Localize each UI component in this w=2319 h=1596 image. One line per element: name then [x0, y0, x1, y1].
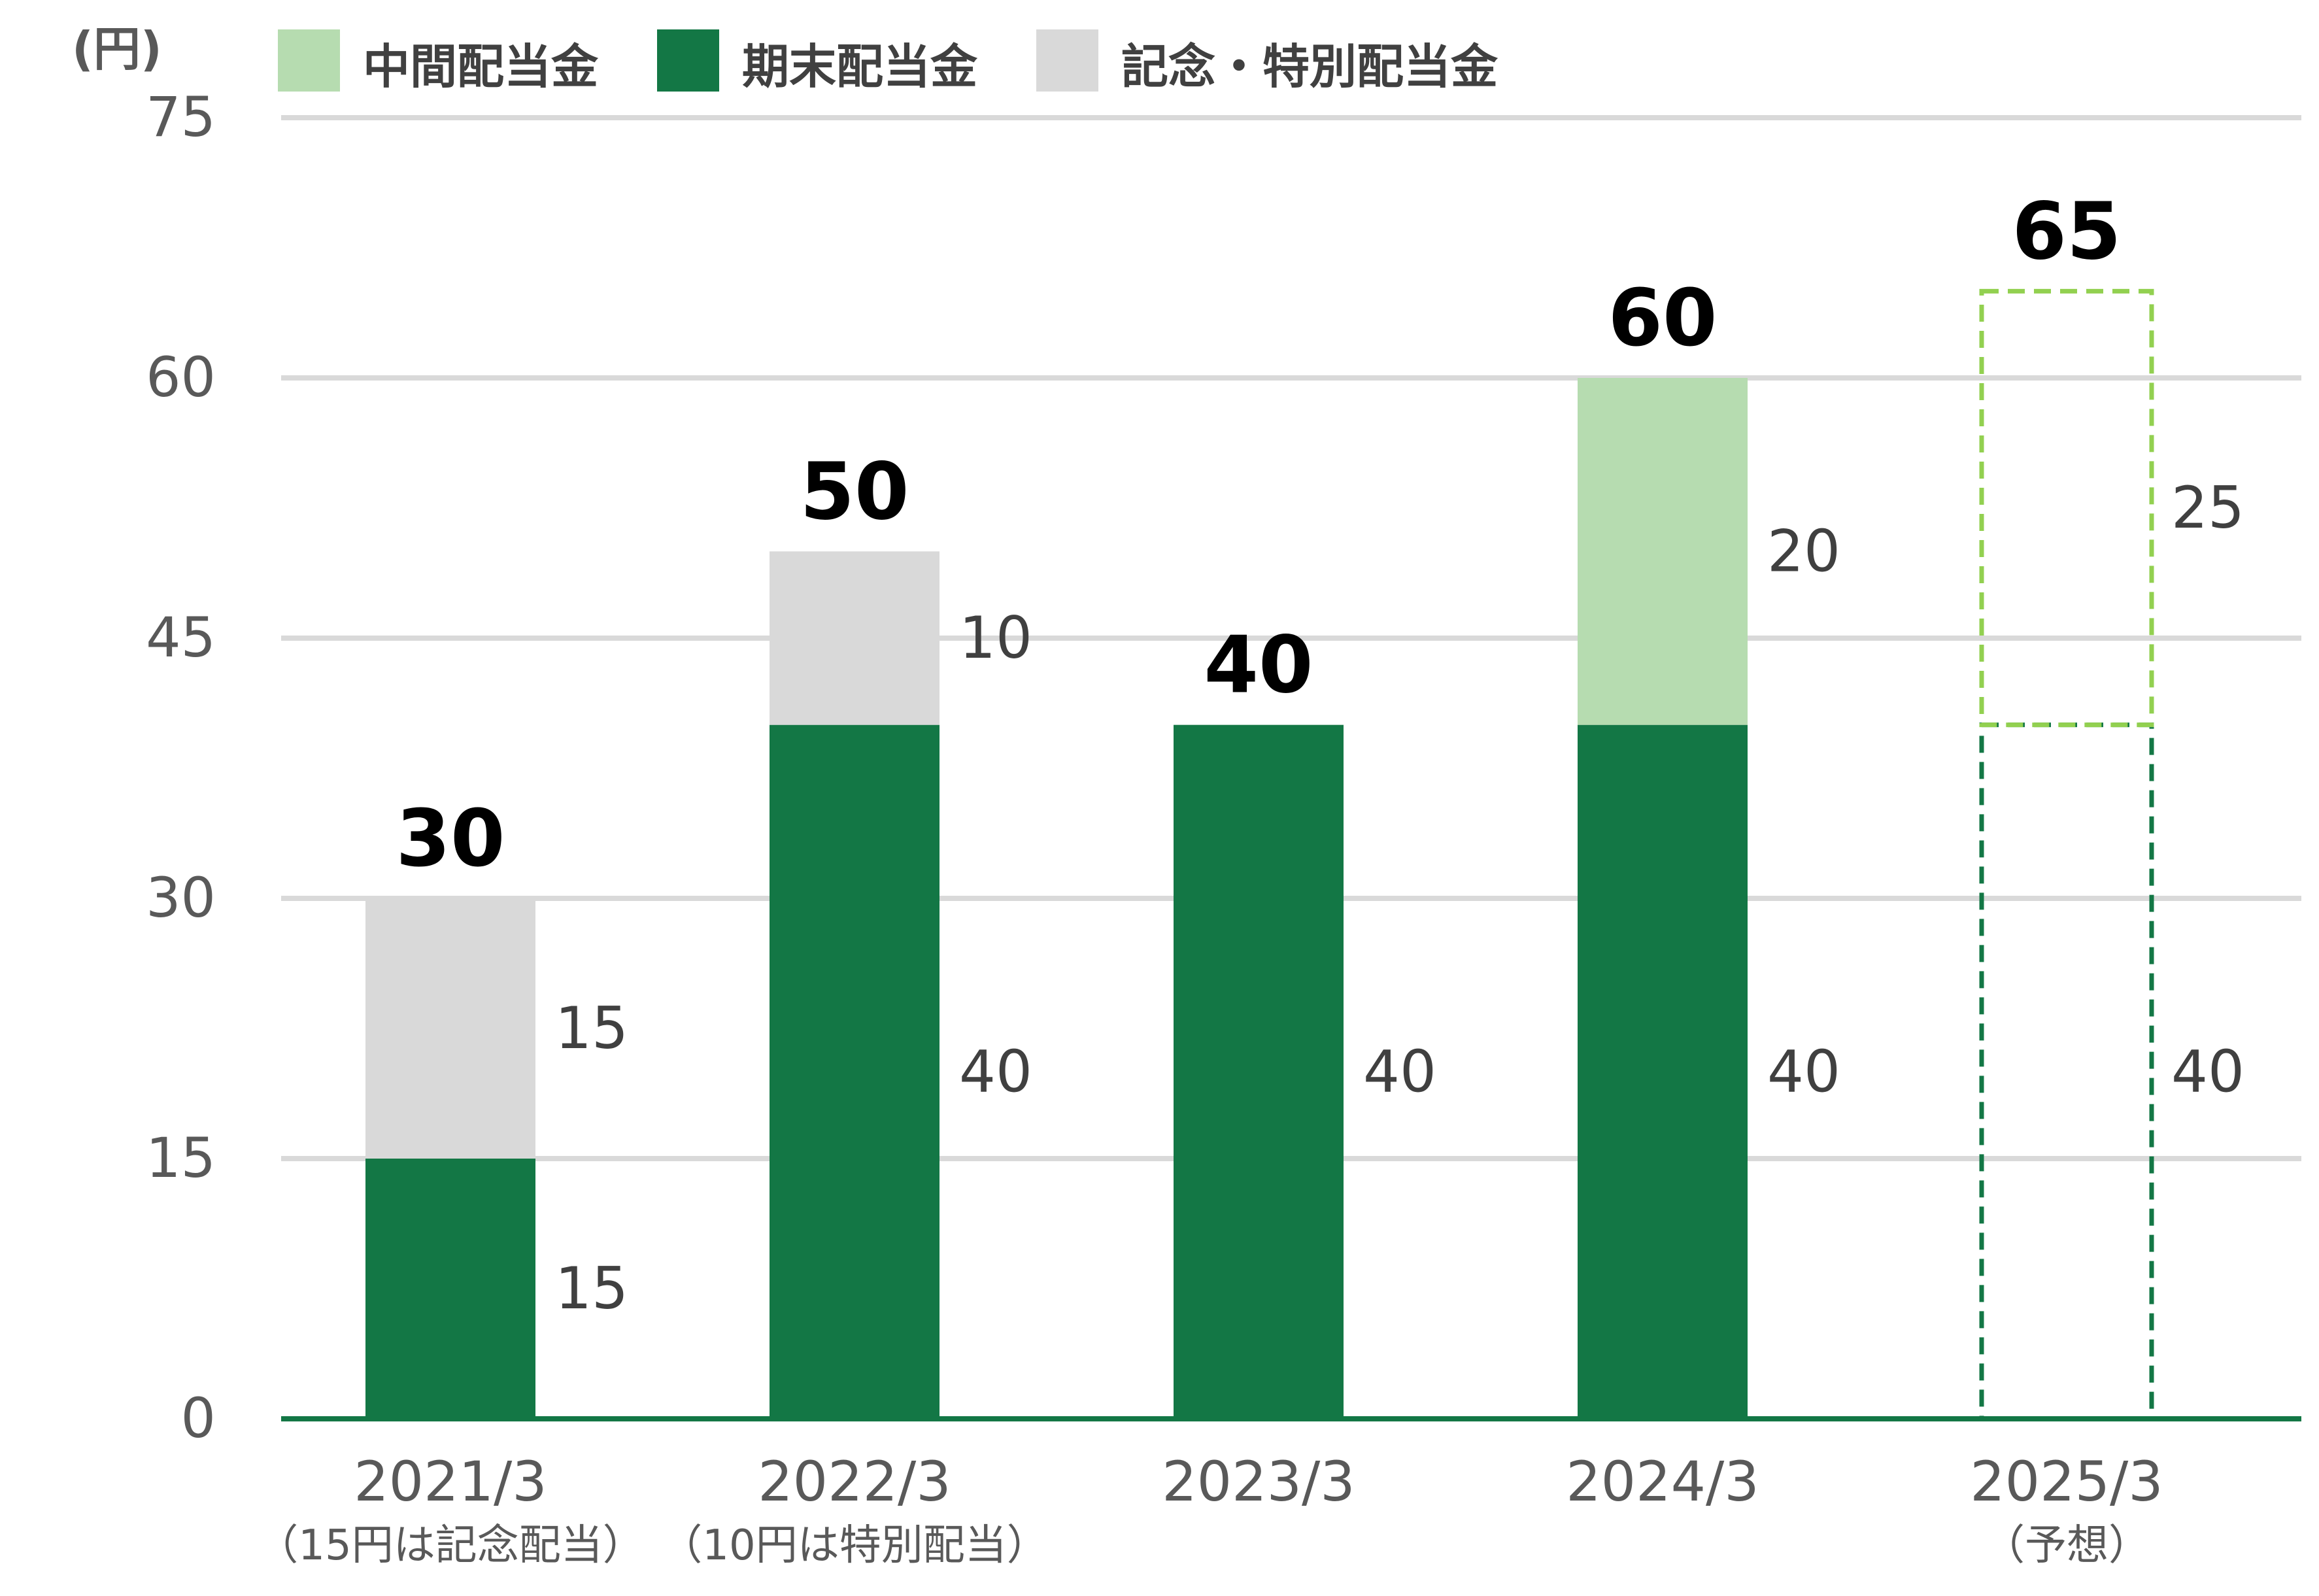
- segment-data-label: 25: [2171, 474, 2244, 541]
- segment-data-label: 40: [1363, 1038, 1436, 1105]
- y-tick-label: 30: [146, 866, 216, 930]
- segment-data-label: 40: [2171, 1038, 2244, 1105]
- legend-swatch: [657, 29, 719, 92]
- y-tick-label: 0: [181, 1386, 216, 1450]
- segment-data-label: 10: [959, 604, 1032, 671]
- total-data-label: 65: [2012, 186, 2122, 277]
- x-category-note: （10円は特別配当）: [660, 1521, 1048, 1570]
- bar-segment: [1578, 724, 1748, 1419]
- total-data-label: 40: [1204, 620, 1313, 711]
- total-data-label: 30: [396, 794, 505, 885]
- x-category-label: 2021/3: [354, 1450, 547, 1514]
- bar-segment: [1174, 724, 1344, 1419]
- bar-segment: [770, 551, 939, 725]
- x-category-label: 2025/3: [1970, 1450, 2163, 1514]
- legend-label: 期末配当金: [742, 39, 978, 94]
- y-tick-label: 45: [146, 605, 216, 670]
- legend-swatch: [1036, 29, 1098, 92]
- bar-segment: [365, 1159, 535, 1419]
- bar-segment-forecast: [1979, 722, 2154, 1421]
- y-tick-label: 75: [146, 85, 216, 149]
- legend-label: 中間配当金: [363, 39, 599, 94]
- bar-segment-forecast: [1979, 288, 2154, 728]
- x-category-label: 2022/3: [758, 1450, 951, 1514]
- segment-data-label: 40: [959, 1038, 1032, 1105]
- bar-segment: [1578, 378, 1748, 725]
- total-data-label: 50: [800, 447, 909, 537]
- legend-label: 記念・特別配当金: [1121, 39, 1498, 94]
- x-category-label: 2024/3: [1566, 1450, 1759, 1514]
- x-category-note: （15円は記念配当）: [256, 1521, 644, 1570]
- x-category-label: 2023/3: [1162, 1450, 1355, 1514]
- segment-data-label: 20: [1767, 517, 1840, 585]
- legend-swatch: [278, 29, 340, 92]
- bar-segment: [770, 724, 939, 1419]
- y-unit-label: (円): [72, 22, 162, 76]
- total-data-label: 60: [1608, 273, 1718, 364]
- segment-data-label: 15: [555, 1255, 628, 1322]
- segment-data-label: 15: [555, 994, 628, 1062]
- y-tick-label: 15: [146, 1126, 216, 1190]
- bar-segment: [365, 898, 535, 1159]
- x-category-note: （予想）: [1983, 1521, 2150, 1570]
- segment-data-label: 40: [1767, 1038, 1840, 1105]
- y-tick-label: 60: [146, 345, 216, 409]
